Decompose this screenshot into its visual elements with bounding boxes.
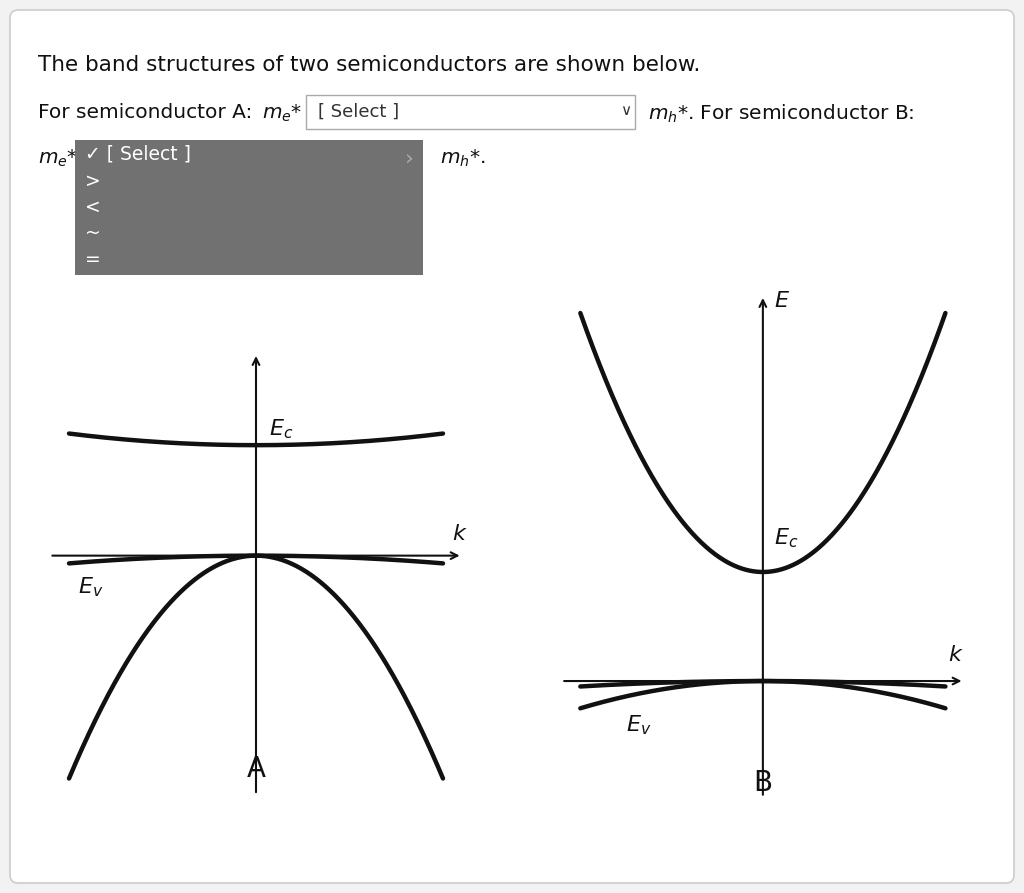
Text: >: >	[85, 172, 100, 191]
FancyBboxPatch shape	[306, 95, 635, 129]
Text: A: A	[247, 755, 265, 783]
Text: $k$: $k$	[452, 524, 467, 544]
Text: ~: ~	[85, 224, 100, 243]
Text: $E$: $E$	[774, 291, 790, 311]
Text: $E_c$: $E_c$	[774, 527, 798, 550]
Text: $m_h$*.: $m_h$*.	[440, 148, 485, 170]
Text: [ Select ]: [ Select ]	[318, 103, 399, 121]
Text: $m_e$*: $m_e$*	[38, 148, 78, 170]
Bar	[75, 140, 423, 275]
Text: B: B	[754, 769, 772, 797]
Text: ✓ [ Select ]: ✓ [ Select ]	[85, 145, 191, 164]
Text: =: =	[85, 250, 100, 269]
Text: $k$: $k$	[947, 645, 964, 664]
Text: ›: ›	[406, 148, 414, 168]
Text: $E_v$: $E_v$	[626, 714, 651, 738]
Text: $m_e$*: $m_e$*	[262, 103, 302, 124]
Text: $E_c$: $E_c$	[269, 418, 294, 441]
Text: The band structures of two semiconductors are shown below.: The band structures of two semiconductor…	[38, 55, 700, 75]
FancyBboxPatch shape	[10, 10, 1014, 883]
Text: <: <	[85, 198, 100, 217]
Text: ∨: ∨	[620, 103, 631, 118]
Text: $E_v$: $E_v$	[79, 575, 103, 598]
Text: $m_h$*. For semiconductor B:: $m_h$*. For semiconductor B:	[648, 103, 914, 125]
Text: For semiconductor A:: For semiconductor A:	[38, 103, 259, 122]
